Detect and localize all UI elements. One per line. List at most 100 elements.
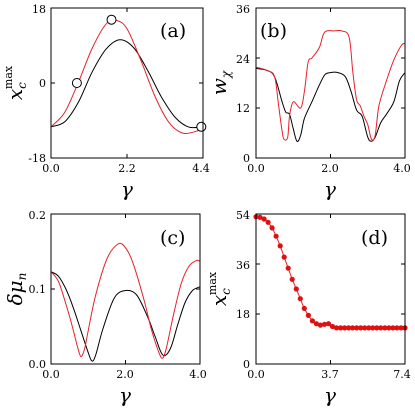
x-tick-label: 4.0 [189,368,207,381]
x-axis-label: γ [119,383,131,407]
data-point [362,325,368,331]
panel-label: (d) [361,227,388,249]
x-axis-label: γ [324,177,336,201]
svg-text:xcmax: xcmax [206,271,233,306]
x-tick-label: 3.7 [321,368,339,381]
data-point [382,325,388,331]
y-axis-label-sup: max [2,65,15,89]
y-axis-label-sub: n [15,273,29,281]
y-axis-label-sub: c [15,82,29,89]
y-axis-label: δμn [3,273,29,306]
x-tick-label: 4.0 [393,162,411,175]
y-tick-label: 0.1 [29,283,47,296]
data-point [378,325,384,331]
panel-a: (a) 0.0 2.2 4.4 -18 0 18 γ xcmax [2,3,210,201]
y-tick-label: 36 [236,259,250,272]
data-point [277,243,283,249]
y-tick-label: 0 [39,77,46,90]
open-circle-marker [196,121,207,132]
y-axis-label: xcmax [206,271,233,306]
panel-label: (c) [160,227,185,249]
data-point [394,325,400,331]
x-tick-label: 2.0 [116,368,134,381]
data-point [338,325,344,331]
panel-c: (c) 0.0 2.0 4.0 0.0 0.1 0.2 γ δμn [3,209,207,407]
data-point [370,325,376,331]
y-tick-label: 18 [236,308,250,321]
data-point [261,216,267,222]
data-point [317,322,323,328]
panel-label: (a) [160,20,186,42]
x-axis-label: γ [324,383,336,407]
x-tick-label: 7.4 [393,368,411,381]
data-point [390,325,396,331]
y-tick-label: 18 [32,3,46,16]
x-axis-label: γ [121,177,133,201]
series-line-black [50,39,204,129]
data-point [285,265,291,271]
data-point [305,312,311,318]
x-tick-label: 2.0 [321,162,339,175]
y-tick-label: 0 [243,358,250,371]
data-point [358,325,364,331]
y-axis-label-sub: χ [219,70,233,79]
data-point [350,325,356,331]
open-circle-marker [106,14,117,25]
data-point [297,296,303,302]
series-line-red [255,29,406,141]
y-tick-label: 36 [236,3,250,16]
series-line-black [255,67,406,143]
y-tick-label: 54 [236,209,250,222]
data-point [329,323,336,330]
panel-d: (d) 0.0 3.7 7.4 0 18 36 54 γ xcmax [206,209,411,407]
data-point [273,233,279,239]
data-point [366,325,372,331]
data-point [309,318,315,324]
y-tick-label: 24 [236,53,250,66]
data-point [289,276,295,282]
data-point [374,325,380,331]
data-point [265,219,271,225]
open-circle-marker [71,78,82,88]
svg-text:wχ: wχ [207,70,233,95]
svg-text:δμn: δμn [3,273,29,306]
x-tick-label: 4.4 [192,162,210,175]
data-point [269,225,275,231]
data-point [333,325,340,331]
y-tick-label: 0.2 [29,209,47,222]
y-axis-label-main: δμ [3,280,27,305]
y-axis-label-sub: c [219,288,233,295]
y-axis-label: wχ [207,70,233,95]
y-axis-label-main: x [207,295,231,306]
data-point [325,321,332,327]
y-tick-label: 12 [236,102,250,115]
x-tick-label: 2.2 [118,162,136,175]
y-axis-label-main: x [3,89,27,100]
x-tick-label: 0.0 [247,162,265,175]
data-point [281,254,287,260]
data-point [346,325,352,331]
series-line-black [50,271,201,362]
data-point [301,305,307,311]
svg-text:xcmax: xcmax [2,65,29,100]
y-axis-label: xcmax [2,65,29,100]
data-point [321,321,328,327]
data-point [313,321,319,327]
x-tick-label: 0.0 [42,162,60,175]
panel-b: (b) 0.0 2.0 4.0 0 12 24 36 γ wχ [207,3,411,201]
y-axis-label-sup: max [206,271,219,295]
x-tick-label: 0.0 [247,368,265,381]
y-tick-label: -18 [28,152,46,165]
y-tick-label: 0.0 [29,358,47,371]
y-axis-label-main: w [207,78,231,95]
data-point [293,286,299,292]
x-tick-label: 0.0 [42,368,60,381]
data-point [342,325,348,331]
data-point [386,325,392,331]
series-line-red [50,242,201,359]
panel-label: (b) [260,20,287,42]
data-point [354,325,360,331]
y-tick-label: 0 [243,152,250,165]
data-point [398,325,404,331]
